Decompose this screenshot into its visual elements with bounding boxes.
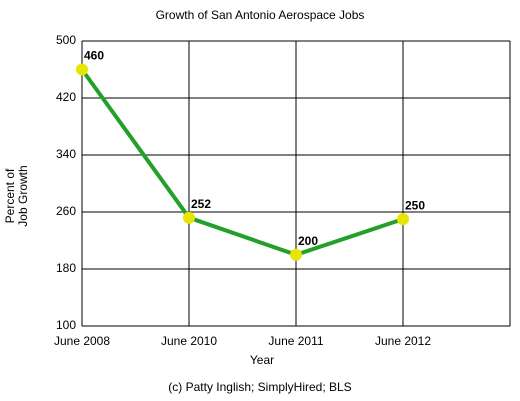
y-tick-label: 420 bbox=[56, 90, 76, 104]
line bbox=[80, 68, 404, 257]
x-tick-label: June 2011 bbox=[268, 334, 323, 348]
x-tick-label: June 2012 bbox=[375, 334, 431, 348]
x-axis-label: Year bbox=[250, 353, 274, 367]
y-axis-label: Percent of Job Growth bbox=[3, 165, 30, 227]
data-label: 252 bbox=[191, 197, 211, 211]
marker bbox=[397, 213, 409, 226]
chart-title: Growth of San Antonio Aerospace Jobs bbox=[156, 8, 365, 22]
x-tick-label: June 2010 bbox=[161, 334, 217, 348]
y-tick-label: 260 bbox=[56, 204, 76, 218]
y-tick-label: 340 bbox=[56, 147, 76, 161]
x-tick-label: June 2008 bbox=[54, 334, 110, 348]
y-tick-label: 100 bbox=[56, 318, 76, 332]
y-tick-label: 180 bbox=[56, 261, 76, 275]
marker bbox=[76, 63, 88, 76]
y-tick-label: 500 bbox=[56, 33, 76, 47]
marker bbox=[183, 211, 195, 224]
marker bbox=[290, 248, 302, 261]
source-note: (c) Patty Inglish; SimplyHired; BLS bbox=[168, 380, 351, 394]
data-label: 250 bbox=[405, 198, 425, 212]
data-label: 460 bbox=[84, 49, 104, 63]
data-label: 200 bbox=[298, 234, 318, 248]
